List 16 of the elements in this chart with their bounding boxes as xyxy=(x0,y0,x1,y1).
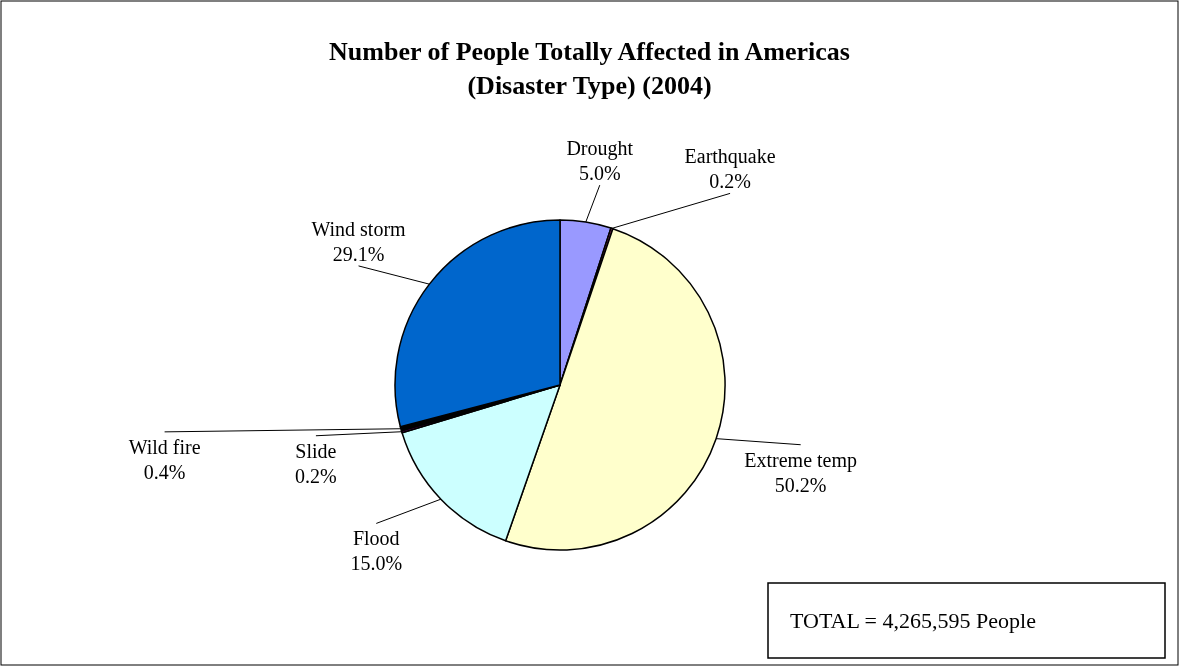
slice-label: Wild fire xyxy=(128,435,201,458)
slice-label: Earthquake xyxy=(684,145,776,169)
data-label: 15.0% xyxy=(350,552,403,575)
slice-label: Wind storm xyxy=(311,217,407,240)
slice-label: Slide xyxy=(295,439,337,462)
slice-label: Flood xyxy=(352,527,400,550)
data-label: 0.2% xyxy=(709,170,751,193)
data-label: 0.2% xyxy=(295,464,337,487)
slice-label: Drought xyxy=(566,137,634,161)
data-label: 5.0% xyxy=(578,162,621,185)
text: TOTAL = 4,265,595 People xyxy=(790,608,1036,633)
data-label: 29.1% xyxy=(332,242,385,265)
data-label: 0.4% xyxy=(143,460,186,483)
data-label: 50.2% xyxy=(774,473,827,496)
chart-title: Number of People Totally Affected in Americas (Disaster Type) (2004) xyxy=(329,37,850,100)
slice-label: Extreme temp xyxy=(744,448,858,472)
